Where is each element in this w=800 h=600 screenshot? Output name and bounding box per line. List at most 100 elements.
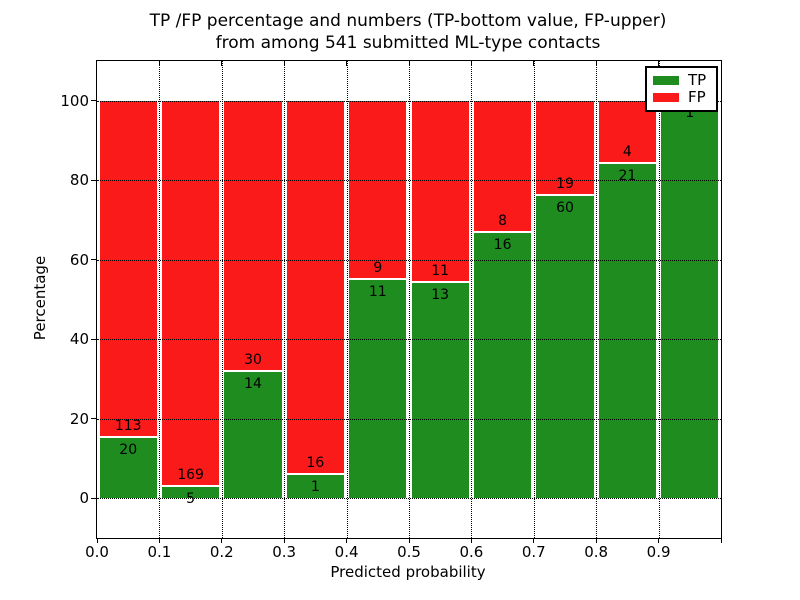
legend-item-fp: FP [653,90,710,105]
gridline-vertical [284,61,286,538]
tp-count-label: 21 [618,168,637,185]
gridline-vertical [471,61,473,538]
x-axis-tick [96,538,98,543]
x-axis-tick [283,538,285,543]
x-axis-tick [533,538,535,543]
tp-bar-segment [349,279,407,499]
x-axis-tick-top [470,61,472,66]
gridline-horizontal [97,418,721,420]
tp-count-label: 60 [556,200,574,217]
fp-count-label: 16 [306,454,325,471]
tp-count-label: 13 [431,286,450,303]
tp-count-label: 20 [119,442,138,459]
tp-count-label: 14 [244,375,262,392]
x-tick-label: 0.1 [147,543,172,561]
x-axis-tick [658,538,660,543]
fp-count-label: 9 [373,259,383,276]
fp-bar-segment [411,100,469,283]
tp-bar-segment [224,371,282,499]
tp-bar-segment [661,100,719,499]
chart-title: TP /FP percentage and numbers (TP-bottom… [96,10,720,54]
tp-count-label: 11 [368,283,387,300]
x-axis-tick-top [595,61,597,66]
y-axis-tick [91,497,97,499]
legend-label-fp: FP [688,88,706,107]
chart-title-line2: from among 541 submitted ML-type contact… [215,33,601,53]
x-axis-tick [720,538,722,543]
fp-bar-segment [349,100,407,280]
y-axis-tick [91,338,97,340]
legend-label-tp: TP [688,70,707,89]
gridline-horizontal [97,339,721,341]
gridline-vertical [221,61,223,538]
x-tick-label: 0.7 [521,543,546,561]
x-tick-label: 0.9 [646,543,671,561]
fp-count-label: 113 [114,418,142,435]
x-axis-tick-top [283,61,285,66]
chart-title-line1: TP /FP percentage and numbers (TP-bottom… [149,11,667,31]
y-axis-tick [91,179,97,181]
y-axis-tick [91,259,97,261]
tp-count-label: 5 [186,490,196,507]
tp-bar-segment [161,486,220,499]
fp-count-label: 8 [498,213,508,230]
tp-color-swatch-icon [653,75,679,85]
gridline-horizontal [97,259,721,261]
fp-count-label: 4 [622,144,632,161]
tp-count-label: 1 [685,104,695,121]
gridline-vertical [533,61,535,538]
y-axis-tick [91,418,97,420]
plot-area: 1132016953014161911111381619604210102040… [60,60,722,561]
gridline-horizontal [97,180,721,182]
legend: TP FP [645,66,718,112]
tp-bar-segment [286,474,345,499]
y-tick-label: 20 [69,409,89,428]
x-axis-tick [221,538,223,543]
x-tick-label: 0.6 [459,543,484,561]
fp-bar-segment [224,100,282,372]
x-tick-label: 0.4 [334,543,359,561]
gridline-vertical [596,61,598,538]
fp-bar-segment [473,100,532,234]
x-axis-tick-top [533,61,535,66]
fp-bar-segment [99,100,157,439]
x-axis-tick-top [221,61,223,66]
y-tick-label: 60 [69,250,89,269]
fp-count-label: 19 [556,176,574,193]
gridline-vertical [159,61,161,538]
gridline-vertical [658,61,660,538]
x-axis-label: Predicted probability [330,563,486,581]
x-tick-label: 0.5 [397,543,421,561]
tp-bar-segment [411,282,469,499]
x-axis-tick-top [658,61,660,66]
x-axis-tick-top [408,61,410,66]
tp-count-label: 16 [493,237,512,254]
y-tick-label: 80 [69,171,89,190]
x-axis-tick [595,538,597,543]
x-axis-tick-top [346,61,348,66]
x-axis-tick [346,538,348,543]
fp-bar-segment [286,100,345,475]
x-axis-tick-top [158,61,160,66]
x-axis-tick [158,538,160,543]
legend-item-tp: TP [653,70,710,89]
x-tick-label: 0.3 [272,543,297,561]
gridline-vertical [346,61,348,538]
x-axis-tick [408,538,410,543]
fp-count-label: 11 [431,262,450,279]
tp-bar-segment [99,438,157,499]
x-tick-label: 0.8 [584,543,609,561]
fp-color-swatch-icon [653,93,679,103]
y-tick-label: 100 [60,91,89,110]
x-tick-label: 0.2 [209,543,234,561]
x-tick-label: 0.0 [85,543,109,561]
gridline-horizontal [97,100,721,102]
fp-bar-segment [161,100,220,487]
gridline-horizontal [97,498,721,500]
tp-bar-segment [473,233,532,499]
tp-bar-segment [598,164,657,499]
x-axis-tick [470,538,472,543]
tp-count-label: 1 [310,478,320,495]
y-tick-label: 40 [69,330,89,349]
